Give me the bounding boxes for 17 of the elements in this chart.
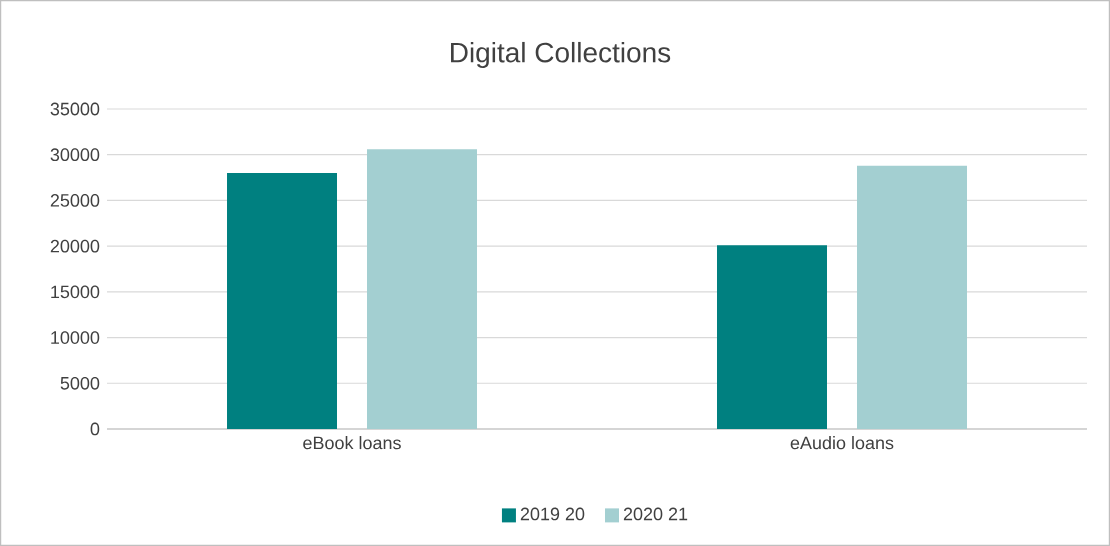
bar	[717, 245, 827, 429]
y-tick-label: 20000	[50, 239, 100, 253]
x-tick-label: eBook loans	[303, 436, 401, 450]
y-tick-label: 10000	[51, 331, 100, 344]
x-tick-label: eAudio loans	[790, 436, 894, 450]
legend-label: 2020 21	[623, 507, 688, 521]
y-tick-label: 30000	[50, 148, 100, 162]
chart-title: Digital Collections	[451, 41, 671, 69]
y-tick-label: 0	[90, 422, 100, 436]
bar	[857, 165, 967, 429]
y-tick-label: 15000	[51, 285, 100, 299]
bar	[367, 149, 478, 429]
legend-label: 2019 20	[520, 507, 585, 521]
y-tick-label: 5000	[60, 376, 100, 390]
bar	[227, 172, 337, 429]
y-tick-label: 25000	[50, 194, 100, 207]
y-tick-label: 35000	[50, 102, 100, 116]
